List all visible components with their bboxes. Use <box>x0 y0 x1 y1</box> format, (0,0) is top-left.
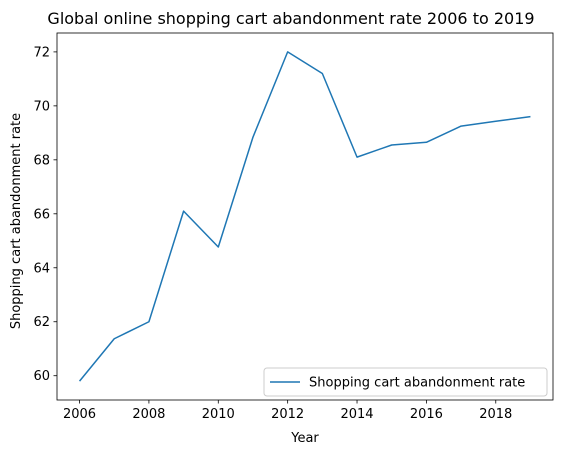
x-tick-label: 2008 <box>132 407 165 422</box>
chart-title: Global online shopping cart abandonment … <box>47 9 534 28</box>
x-axis-ticks: 2006 2008 2010 2012 2014 2016 2018 <box>63 400 512 422</box>
series-line <box>78 51 531 382</box>
x-axis-label: Year <box>290 431 319 446</box>
y-axis-label: Shopping cart abandonment rate <box>9 113 24 329</box>
y-tick-label: 64 <box>33 261 50 276</box>
legend: Shopping cart abandonment rate <box>263 367 548 397</box>
x-tick-label: 2012 <box>271 407 304 422</box>
legend-box <box>263 367 548 397</box>
legend-label: Shopping cart abandonment rate <box>309 376 525 391</box>
x-tick-label: 2010 <box>202 407 235 422</box>
plot-area-frame <box>56 32 554 401</box>
x-tick-label: 2018 <box>479 407 512 422</box>
y-tick-label: 60 <box>33 369 50 384</box>
x-tick-label: 2014 <box>340 407 373 422</box>
y-tick-label: 70 <box>33 99 50 114</box>
y-tick-label: 72 <box>33 45 50 60</box>
x-tick-label: 2016 <box>410 407 443 422</box>
y-tick-label: 66 <box>33 207 50 222</box>
x-tick-label: 2006 <box>63 407 96 422</box>
y-tick-label: 68 <box>33 153 50 168</box>
y-axis-ticks: 60 62 64 66 68 70 72 <box>33 45 57 384</box>
y-tick-label: 62 <box>33 315 50 330</box>
